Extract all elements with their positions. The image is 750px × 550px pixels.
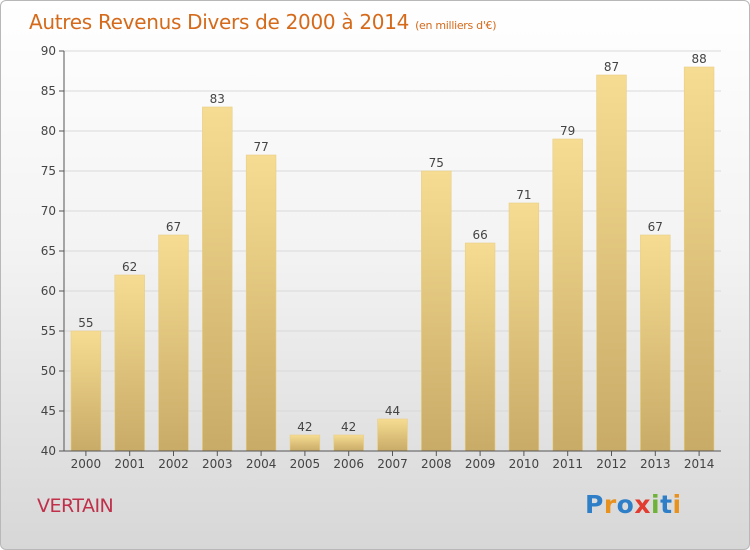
commune-name: VERTAIN bbox=[37, 495, 114, 517]
data-label: 87 bbox=[604, 60, 619, 74]
logo-letter: x bbox=[634, 490, 651, 519]
data-label: 71 bbox=[516, 188, 531, 202]
y-tick-label: 65 bbox=[41, 244, 56, 258]
data-label: 88 bbox=[691, 52, 706, 66]
bar-2007 bbox=[377, 418, 408, 452]
y-tick-label: 50 bbox=[41, 364, 56, 378]
bar-2012 bbox=[596, 74, 627, 452]
bar-2003 bbox=[202, 106, 233, 452]
x-tick-label: 2004 bbox=[246, 457, 277, 471]
chart-title: Autres Revenus Divers de 2000 à 2014 (en … bbox=[29, 10, 497, 34]
y-tick-label: 60 bbox=[41, 284, 56, 298]
x-tick-label: 2012 bbox=[596, 457, 627, 471]
bar-2002 bbox=[158, 234, 189, 452]
axes bbox=[59, 50, 721, 456]
y-tick-label: 55 bbox=[41, 324, 56, 338]
bar-2008 bbox=[421, 170, 452, 452]
x-tick-label: 2010 bbox=[509, 457, 540, 471]
data-label: 42 bbox=[297, 420, 312, 434]
data-label: 77 bbox=[253, 140, 268, 154]
proxiti-logo: Proxiti bbox=[585, 490, 682, 519]
y-tick-label: 45 bbox=[41, 404, 56, 418]
bar-2006 bbox=[333, 434, 364, 452]
bar-2014 bbox=[683, 66, 715, 452]
y-tick-label: 90 bbox=[41, 44, 56, 58]
bar-2013 bbox=[640, 234, 671, 452]
x-tick-label: 2008 bbox=[421, 457, 452, 471]
data-label: 67 bbox=[648, 220, 663, 234]
logo-letter: r bbox=[603, 490, 617, 519]
x-tick-label: 2001 bbox=[114, 457, 145, 471]
bar-2009 bbox=[464, 242, 496, 452]
x-tick-label: 2007 bbox=[377, 457, 408, 471]
x-tick-label: 2014 bbox=[684, 457, 715, 471]
bar-2004 bbox=[245, 154, 277, 452]
logo-letter: i bbox=[672, 490, 682, 519]
y-tick-label: 80 bbox=[41, 124, 56, 138]
data-label: 83 bbox=[210, 92, 225, 106]
bar-2005 bbox=[289, 434, 321, 452]
data-label: 42 bbox=[341, 420, 356, 434]
y-tick-label: 70 bbox=[41, 204, 56, 218]
data-label: 55 bbox=[78, 316, 93, 330]
logo-letter: o bbox=[616, 490, 635, 519]
bar-2001 bbox=[114, 274, 145, 452]
y-tick-label: 75 bbox=[41, 164, 56, 178]
y-tick-label: 40 bbox=[41, 444, 56, 458]
x-tick-label: 2009 bbox=[465, 457, 496, 471]
bar-2011 bbox=[552, 138, 583, 452]
bar-2010 bbox=[508, 202, 540, 452]
data-label: 66 bbox=[472, 228, 487, 242]
x-tick-label: 2006 bbox=[333, 457, 364, 471]
data-label: 44 bbox=[385, 404, 400, 418]
data-label: 62 bbox=[122, 260, 137, 274]
x-tick-label: 2002 bbox=[158, 457, 189, 471]
data-label: 79 bbox=[560, 124, 575, 138]
chart-title-text: Autres Revenus Divers de 2000 à 2014 bbox=[29, 10, 410, 34]
x-tick-label: 2011 bbox=[552, 457, 583, 471]
logo-letter: i bbox=[651, 490, 661, 519]
x-tick-label: 2000 bbox=[71, 457, 102, 471]
y-tick-label: 85 bbox=[41, 84, 56, 98]
x-tick-label: 2003 bbox=[202, 457, 233, 471]
data-label: 75 bbox=[429, 156, 444, 170]
x-tick-label: 2005 bbox=[290, 457, 321, 471]
bars bbox=[70, 66, 715, 452]
chart-unit: (en milliers d'€) bbox=[415, 19, 497, 32]
bar-2000 bbox=[70, 330, 102, 452]
logo-letter: P bbox=[585, 490, 604, 519]
data-label: 67 bbox=[166, 220, 181, 234]
x-tick-label: 2013 bbox=[640, 457, 671, 471]
labels: 40 45 50 55 60 65 70 75 80 85 90 55 2000 62 2001 67 2002… bbox=[41, 44, 715, 471]
logo-letter: t bbox=[660, 490, 673, 519]
